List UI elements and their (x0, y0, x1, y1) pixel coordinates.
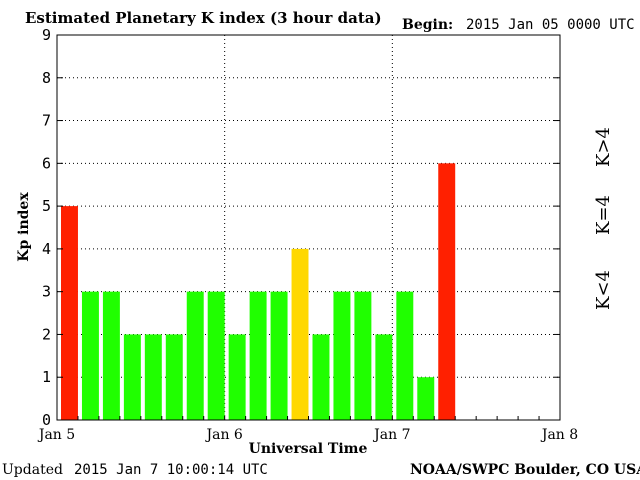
kp-bar (417, 377, 435, 420)
y-axis-ticks: 0 1 2 3 4 5 6 7 8 9 (42, 26, 560, 429)
kp-bar (81, 291, 99, 420)
updated-label: Updated (2, 462, 63, 478)
x-tick-label: Jan 7 (372, 427, 410, 443)
kp-bar (354, 291, 372, 420)
y-tick-label: 8 (42, 69, 51, 87)
x-tick-label: Jan 6 (204, 427, 242, 443)
kp-bar (270, 291, 288, 420)
kp-bar (102, 291, 120, 420)
y-tick-label: 4 (42, 240, 51, 258)
y-tick-label: 7 (42, 112, 51, 130)
legend-mid: K=4 (593, 195, 614, 235)
kp-bar (396, 291, 414, 420)
y-tick-label: 0 (42, 411, 51, 429)
kp-bar (165, 334, 183, 420)
y-tick-label: 2 (42, 325, 51, 343)
y-axis-label: Kp index (16, 192, 32, 262)
y-tick-label: 6 (42, 154, 51, 172)
y-tick-label: 9 (42, 26, 51, 44)
credit: NOAA/SWPC Boulder, CO USA (410, 462, 640, 478)
begin-value: 2015 Jan 05 0000 UTC (466, 17, 635, 33)
kp-bar (186, 291, 204, 420)
x-axis-ticks: Jan 5 Jan 6 Jan 7 Jan 8 (37, 416, 578, 443)
updated-value: 2015 Jan 7 10:00:14 UTC (74, 462, 268, 478)
chart-title: Estimated Planetary K index (3 hour data… (25, 9, 382, 27)
x-axis-label: Universal Time (249, 441, 368, 457)
y-tick-label: 1 (42, 368, 51, 386)
kp-bar (312, 334, 330, 420)
bars (61, 163, 456, 421)
kp-bar (207, 291, 225, 420)
y-tick-label: 5 (42, 197, 51, 215)
y-tick-label: 3 (42, 283, 51, 301)
kp-bar (438, 163, 456, 421)
legend-low: K<4 (593, 270, 614, 310)
kp-bar (291, 248, 309, 420)
legend-high: K>4 (593, 127, 614, 167)
kp-bar (123, 334, 141, 420)
legend: K>4 K=4 K<4 (593, 127, 614, 310)
begin-label: Begin: (402, 17, 453, 33)
plot-area: 0 1 2 3 4 5 6 7 8 9 Jan 5 Jan 6 Jan 7 Jan 8 (37, 26, 578, 443)
x-tick-label: Jan 5 (37, 427, 75, 443)
kp-bar (333, 291, 351, 420)
kp-bar (228, 334, 246, 420)
kp-bar (375, 334, 393, 420)
kp-bar (144, 334, 162, 420)
kp-bar (61, 206, 78, 420)
x-tick-label: Jan 8 (540, 427, 578, 443)
kp-bar (249, 291, 267, 420)
